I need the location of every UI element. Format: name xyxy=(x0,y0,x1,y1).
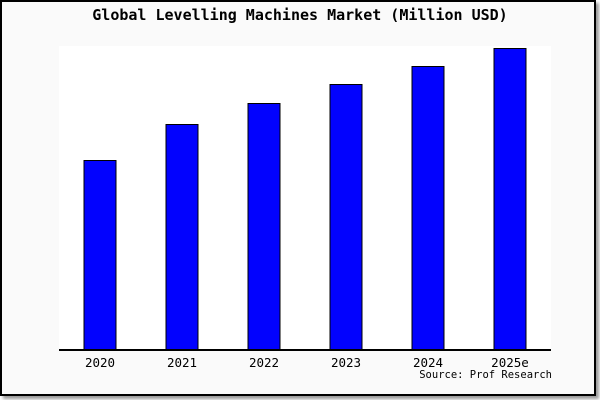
bar-2020 xyxy=(83,160,117,349)
bar-2024 xyxy=(411,66,445,349)
bar-2021 xyxy=(165,123,199,349)
x-tick-2021: 2021 xyxy=(166,355,198,370)
bar-2022 xyxy=(247,102,281,349)
bar-2025e xyxy=(493,48,527,349)
x-tick-2025e: 2025e xyxy=(491,355,529,370)
x-tick-2023: 2023 xyxy=(330,355,362,370)
bar-2023 xyxy=(329,84,363,349)
x-tick-2022: 2022 xyxy=(248,355,280,370)
x-tick-2024: 2024 xyxy=(412,355,444,370)
source-credit: Source: Prof Research xyxy=(419,369,552,381)
x-axis-ticks: 2020 2021 2022 2023 2024 2025e xyxy=(59,355,551,370)
chart-title: Global Levelling Machines Market (Millio… xyxy=(92,6,508,24)
x-tick-2020: 2020 xyxy=(84,355,116,370)
plot-area xyxy=(59,46,551,351)
